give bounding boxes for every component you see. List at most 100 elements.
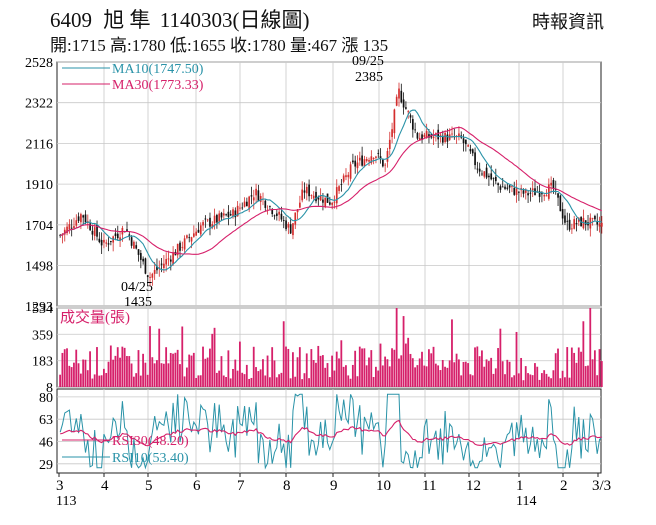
volume-bar <box>370 350 373 387</box>
volume-bar <box>128 356 131 387</box>
rsi-tick-label: 46 <box>39 436 53 451</box>
volume-bar <box>250 377 253 387</box>
volume-bar <box>271 347 274 387</box>
volume-bar <box>102 368 105 387</box>
volume-bar <box>268 377 271 387</box>
volume-bar <box>213 327 216 387</box>
candle-body <box>462 138 465 144</box>
volume-bar <box>257 371 260 387</box>
volume-bar <box>437 365 440 387</box>
volume-bar <box>282 321 285 387</box>
candle-body <box>559 195 562 212</box>
candle-body <box>301 189 304 201</box>
candle-body <box>331 202 334 205</box>
high-label: 高 <box>109 36 127 55</box>
candle-body <box>199 225 202 235</box>
candle-body <box>596 221 599 225</box>
volume-bar <box>218 370 221 387</box>
candle-body <box>370 156 373 164</box>
candle-body <box>411 119 414 130</box>
high-annotation-date: 09/25 <box>352 54 384 69</box>
volume-bar <box>289 378 292 387</box>
candle-body <box>151 273 154 278</box>
volume-bar <box>185 367 188 387</box>
volume-bar <box>328 377 331 387</box>
volume-bar <box>448 360 451 387</box>
volume-bar <box>144 362 147 387</box>
candle-body <box>216 214 218 223</box>
high-value: 1780 <box>131 36 166 55</box>
volume-bar <box>499 328 502 387</box>
volume-tick-label: 8 <box>46 381 53 396</box>
candle-body <box>239 207 241 209</box>
volume-bar <box>310 349 313 387</box>
candle-body <box>225 214 227 216</box>
volume-bar <box>296 357 299 387</box>
candle-body <box>66 226 68 234</box>
volume-bar <box>77 363 80 387</box>
volume-bar <box>374 366 377 387</box>
candle-body <box>338 186 340 191</box>
volume-bar <box>91 378 94 387</box>
volume-bar <box>264 375 267 387</box>
volume-bar <box>508 361 511 387</box>
volume-bar <box>349 378 352 387</box>
volume-bar <box>580 351 582 387</box>
candle-body <box>271 209 274 215</box>
volume-bar <box>59 374 62 387</box>
candle-body <box>80 214 82 223</box>
volume-bar <box>158 328 161 387</box>
candle-body <box>522 190 525 194</box>
candle-body <box>513 187 516 195</box>
x-tick-label: 10 <box>376 478 391 494</box>
candle-body <box>340 184 343 185</box>
volume-bar <box>245 364 248 387</box>
volume-bar <box>146 374 149 387</box>
candle-body <box>575 222 578 225</box>
candle-body <box>328 202 331 205</box>
candle-body <box>84 214 87 223</box>
volume-bar <box>411 358 414 387</box>
volume-bar <box>227 350 230 387</box>
candle-body <box>545 195 548 197</box>
volume-bar <box>593 350 596 387</box>
volume-bar <box>402 316 405 387</box>
candle-body <box>326 193 329 203</box>
candle-body <box>372 158 375 159</box>
volume-bar <box>109 345 112 387</box>
candle-body <box>234 210 237 218</box>
chart-title: 6409 旭 隼 1140303(日線圖) <box>50 4 309 34</box>
candle-body <box>515 188 518 195</box>
candle-body <box>282 220 285 221</box>
volume-bar <box>142 353 144 387</box>
volume-bar <box>407 337 410 387</box>
volume-bar <box>278 374 280 387</box>
candle-body <box>584 220 587 225</box>
candle-body <box>446 134 449 142</box>
candle-body <box>483 171 486 177</box>
volume-bar <box>476 346 479 387</box>
volume-bar <box>68 365 71 387</box>
volume-bar <box>199 375 202 387</box>
volume-bar <box>557 348 559 387</box>
volume-bar <box>197 375 200 387</box>
volume-bar <box>132 376 135 387</box>
candle-body <box>296 209 299 213</box>
candle-body <box>213 215 216 224</box>
volume-bar <box>93 374 96 387</box>
volume-bar <box>381 365 384 387</box>
volume-bar <box>204 358 207 387</box>
volume-bar <box>575 362 578 387</box>
volume-bar <box>481 350 483 387</box>
volume-bar <box>82 359 85 387</box>
volume-bar <box>98 375 101 387</box>
candle-body <box>527 193 529 196</box>
candle-body <box>594 215 596 220</box>
volume-bar <box>319 355 322 387</box>
close-label: 收 <box>229 36 247 55</box>
volume-bar <box>206 357 209 387</box>
volume-bar <box>266 355 269 387</box>
candle-body <box>278 211 280 215</box>
candle-body <box>564 215 566 223</box>
candle-body <box>393 109 396 134</box>
